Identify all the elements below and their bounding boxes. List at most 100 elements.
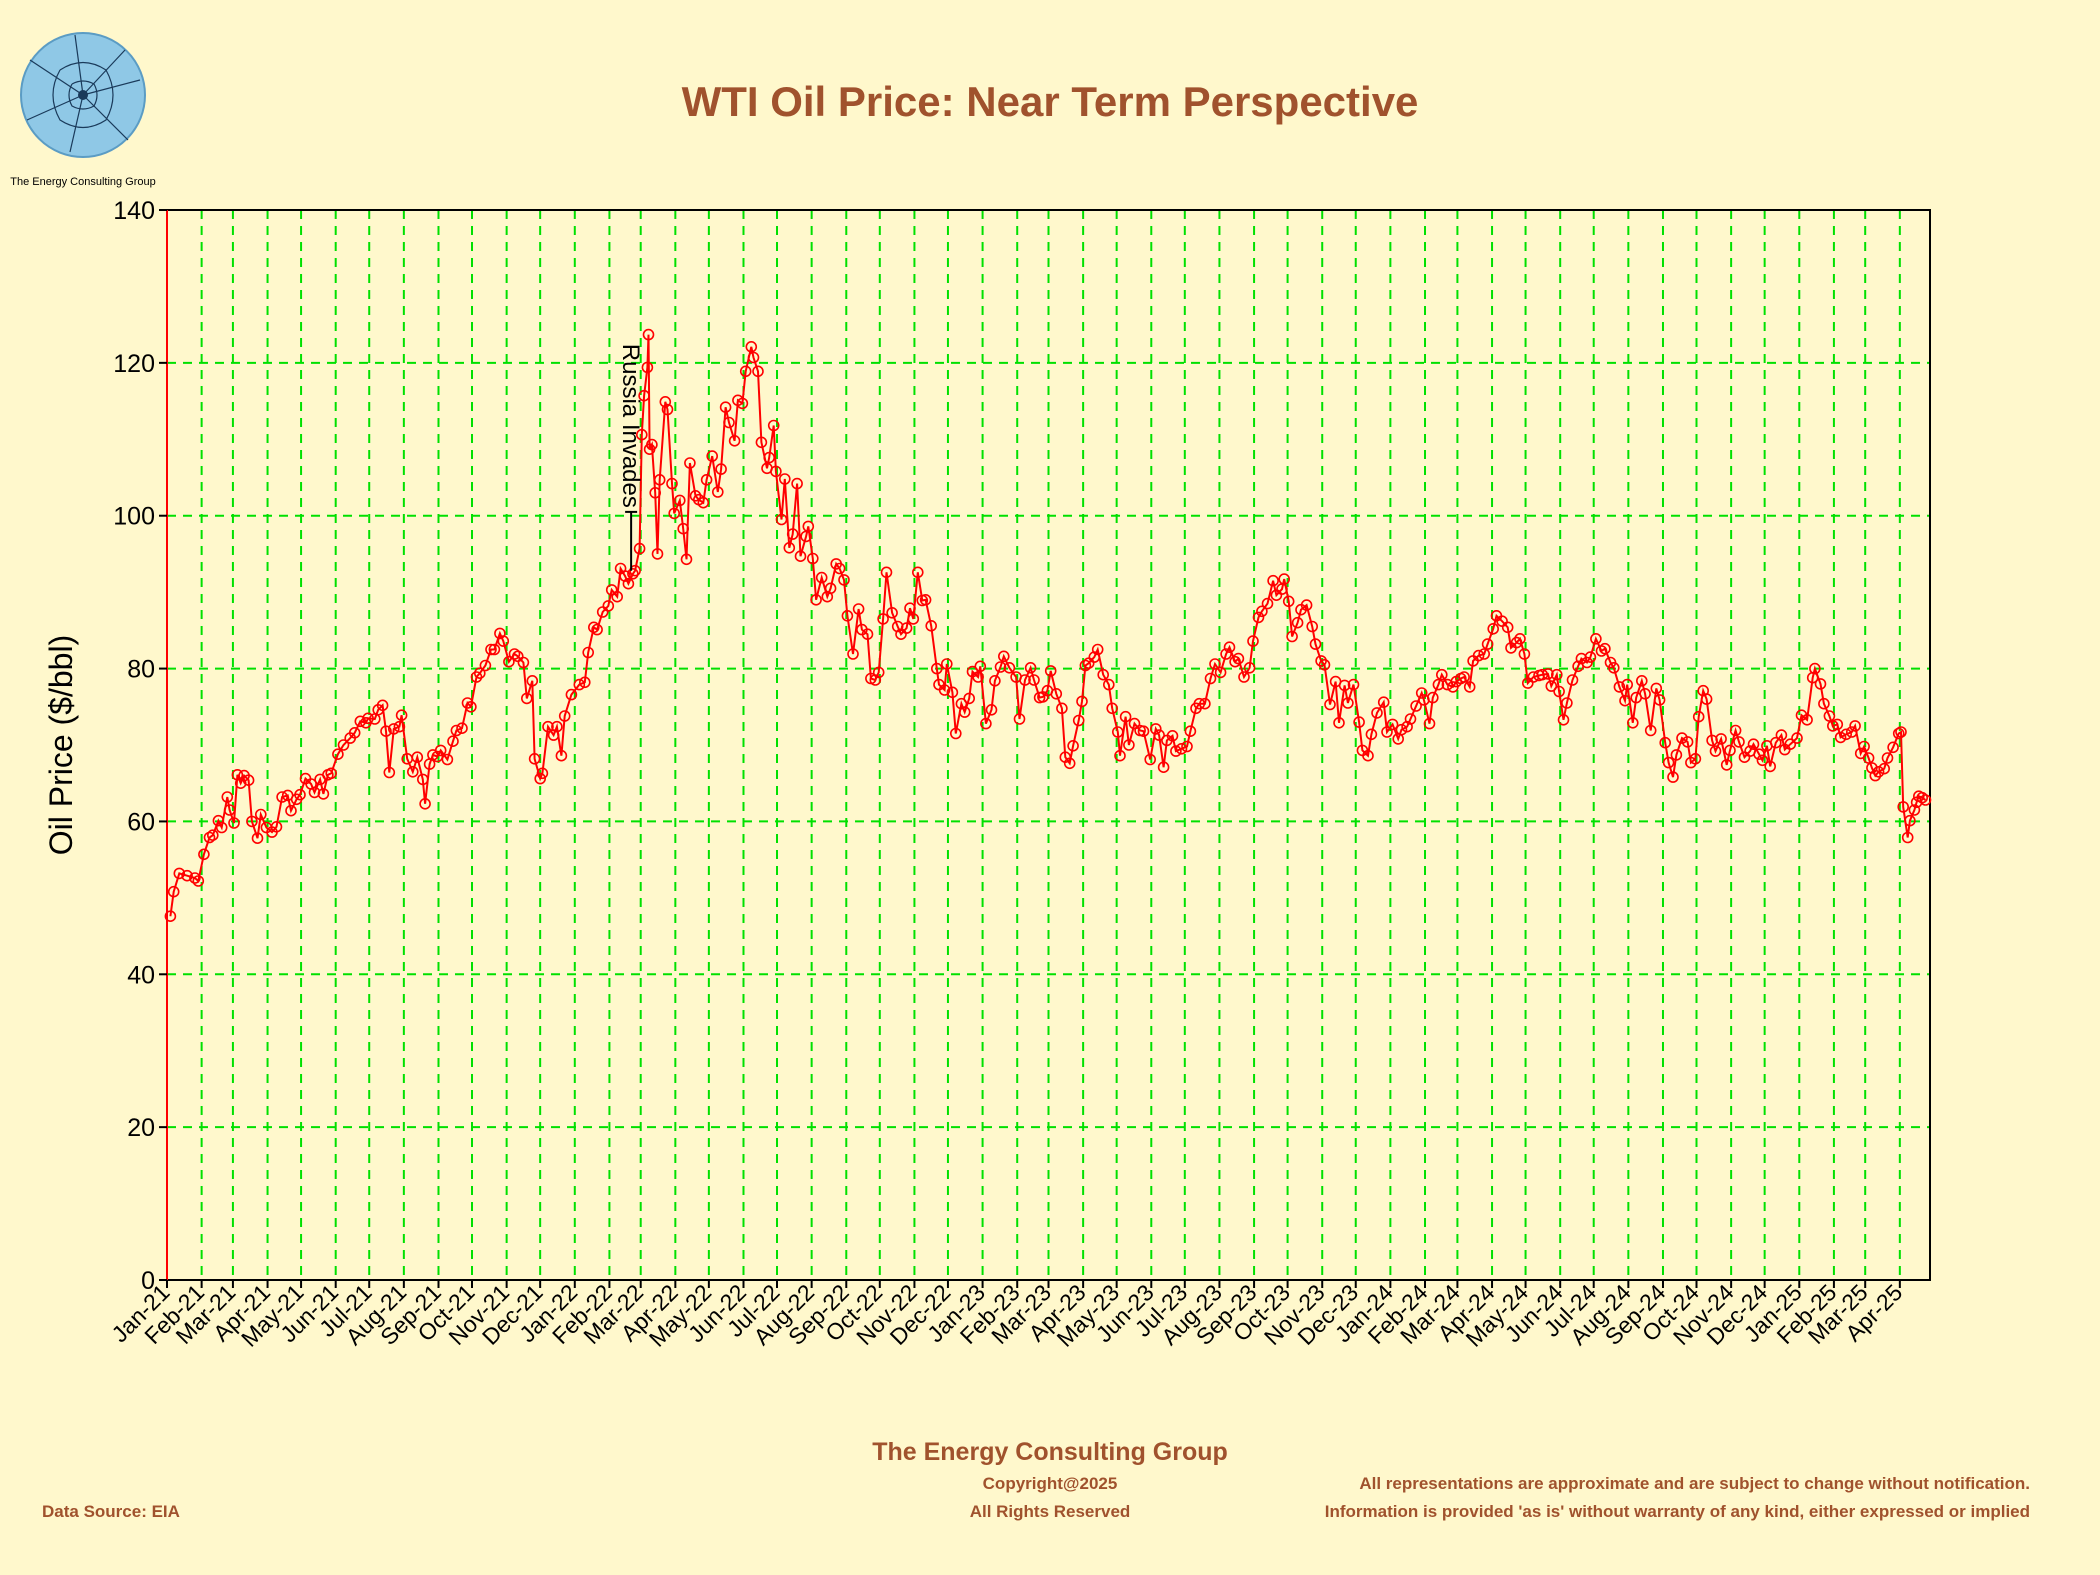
data-point	[1458, 671, 1470, 683]
data-point	[1849, 720, 1861, 732]
data-point	[164, 910, 177, 923]
y-axis-label: Oil Price ($/bbl)	[43, 635, 79, 856]
data-point	[526, 674, 539, 687]
data-point	[1232, 652, 1245, 665]
data-point	[1119, 710, 1132, 723]
data-point	[1897, 801, 1909, 813]
data-point	[1881, 752, 1894, 764]
data-point	[1709, 745, 1722, 757]
data-point	[1247, 635, 1259, 647]
y-tick-label: 0	[141, 1267, 155, 1295]
data-point	[1858, 740, 1870, 753]
data-point	[877, 613, 889, 625]
data-point	[1362, 749, 1374, 762]
data-point	[1608, 661, 1620, 674]
data-point	[1636, 674, 1648, 687]
data-point	[938, 684, 951, 696]
data-point	[1056, 702, 1068, 715]
data-point	[602, 600, 615, 612]
data-point	[747, 351, 760, 364]
data-point	[925, 619, 938, 632]
footer-data-source: Data Source: EIA	[42, 1502, 180, 1521]
data-point	[1895, 726, 1907, 738]
data-point	[861, 628, 874, 641]
data-point	[700, 473, 713, 486]
data-point	[1306, 620, 1318, 633]
data-point	[668, 507, 681, 520]
data-point	[767, 419, 780, 432]
data-point	[411, 751, 424, 764]
data-point	[1223, 641, 1236, 654]
data-point	[1333, 716, 1345, 729]
data-point	[1166, 729, 1179, 742]
data-point	[473, 667, 486, 680]
data-point	[666, 477, 678, 490]
data-point	[393, 720, 406, 733]
data-point	[246, 815, 258, 828]
data-point	[1681, 736, 1694, 748]
data-point	[1764, 760, 1776, 773]
data-point	[1381, 726, 1393, 738]
data-point	[653, 473, 666, 486]
grid	[167, 210, 1930, 1280]
data-point	[1044, 665, 1057, 677]
data-point	[770, 465, 782, 478]
data-point	[1184, 725, 1197, 738]
data-point	[1324, 698, 1336, 711]
data-point	[711, 486, 724, 498]
data-point	[949, 727, 962, 740]
price-series	[164, 328, 1932, 923]
data-point	[697, 496, 710, 509]
data-point	[1377, 696, 1390, 709]
data-point	[619, 570, 631, 582]
data-point	[447, 735, 459, 748]
data-point	[739, 365, 752, 378]
data-point	[1072, 714, 1085, 727]
data-point	[1809, 662, 1821, 675]
data-point	[450, 724, 463, 737]
data-point	[1365, 728, 1378, 741]
data-point	[1557, 713, 1570, 726]
data-point	[294, 788, 306, 801]
data-point	[431, 750, 444, 763]
data-point	[1204, 672, 1217, 685]
data-point	[1144, 753, 1156, 766]
data-point	[1814, 678, 1827, 690]
data-point	[1756, 754, 1769, 767]
data-point	[1510, 636, 1523, 649]
data-point	[841, 609, 854, 622]
data-point	[989, 674, 1001, 687]
data-point	[1067, 739, 1079, 752]
data-point	[1481, 638, 1494, 650]
data-point	[1114, 749, 1126, 762]
data-point	[627, 567, 639, 580]
data-point	[974, 660, 987, 673]
data-point	[1423, 717, 1436, 730]
data-point	[1501, 621, 1514, 634]
data-point	[337, 739, 350, 751]
data-point	[728, 434, 741, 447]
data-point	[1689, 752, 1702, 765]
data-point	[1724, 744, 1736, 757]
data-point	[1214, 666, 1227, 679]
data-point	[872, 666, 885, 679]
data-point	[1106, 702, 1118, 715]
data-point	[838, 574, 850, 586]
data-point	[1542, 668, 1554, 680]
logo-caption: The Energy Consulting Group	[10, 176, 156, 188]
data-point	[629, 564, 641, 577]
data-point	[1128, 717, 1141, 730]
data-point	[972, 671, 984, 683]
data-point	[1427, 691, 1439, 704]
data-point	[763, 451, 776, 464]
data-point	[651, 548, 664, 560]
data-point	[963, 692, 976, 705]
data-point	[1371, 707, 1383, 719]
data-point	[1291, 616, 1304, 629]
data-point	[555, 749, 568, 762]
data-point	[536, 767, 549, 780]
data-point	[1791, 732, 1803, 744]
data-point	[1097, 668, 1109, 681]
data-point	[985, 703, 998, 716]
data-point	[958, 706, 971, 718]
